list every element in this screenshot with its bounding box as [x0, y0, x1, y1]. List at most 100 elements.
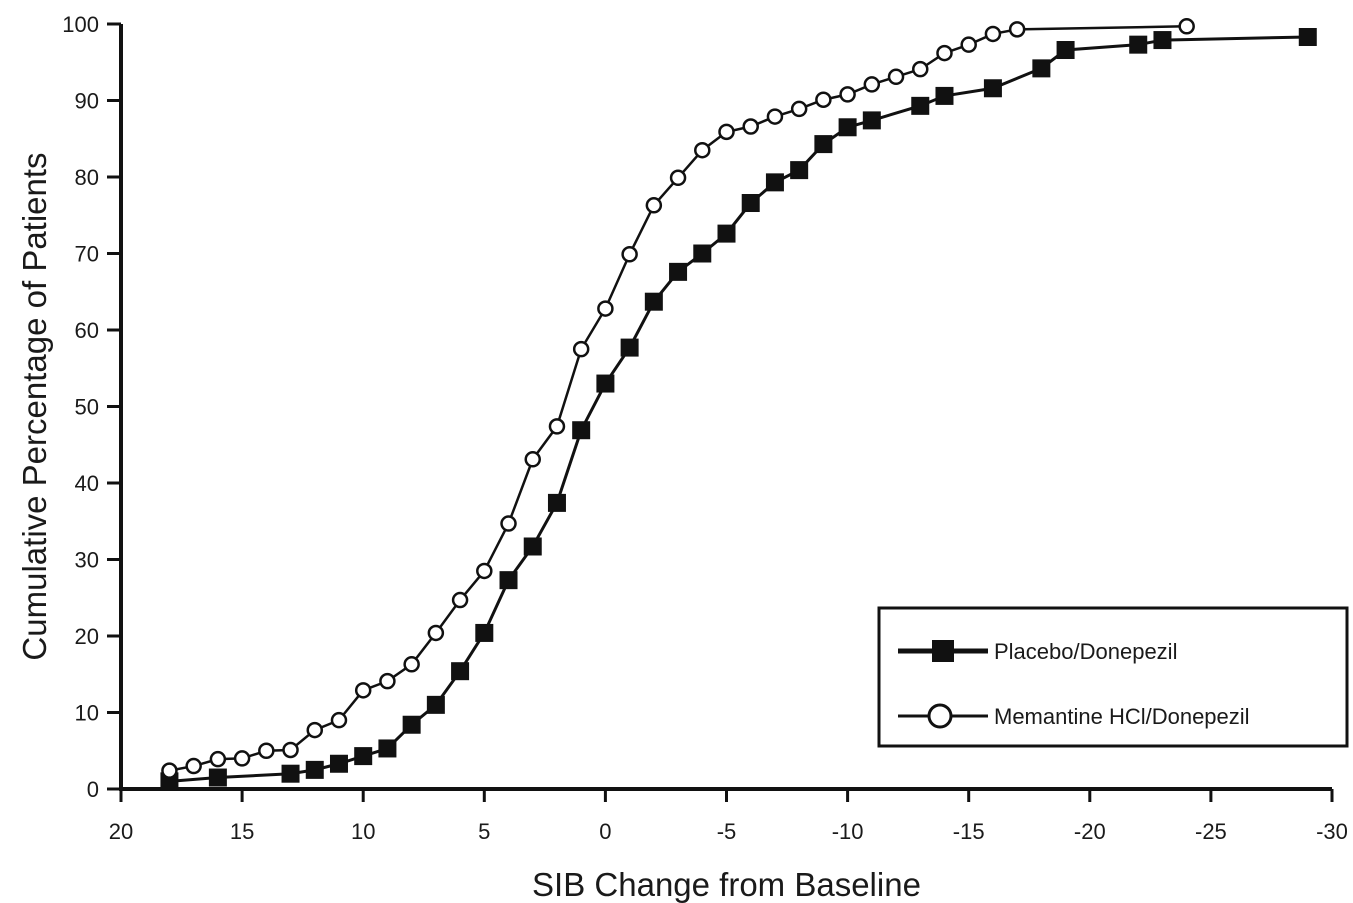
data-point-square: [814, 135, 833, 154]
x-tick-label: 10: [351, 819, 375, 844]
data-point-circle: [960, 36, 977, 53]
data-point-circle: [815, 91, 832, 108]
data-point-square: [475, 623, 494, 642]
data-point-circle: [936, 44, 953, 62]
y-tick-label: 60: [75, 318, 99, 343]
x-tick-label: -30: [1316, 819, 1348, 844]
data-point-circle: [912, 60, 929, 78]
data-point-circle: [524, 451, 541, 468]
data-point-square: [838, 118, 857, 137]
data-point-square: [911, 96, 930, 115]
data-point-circle: [354, 682, 372, 699]
legend-box: [877, 606, 1349, 748]
data-point-square: [741, 194, 760, 213]
data-point-circle: [282, 741, 299, 759]
y-axis-ticks: 0 10 20 30 40 50 60 70 80 90 100: [62, 12, 121, 802]
data-point-circle: [1178, 18, 1195, 35]
data-point-circle: [476, 562, 493, 580]
series-layer: [160, 18, 1317, 791]
y-tick-label: 100: [62, 12, 99, 37]
x-tick-label: 20: [109, 819, 133, 844]
legend-marker-open-circle: [927, 703, 953, 729]
data-point-square: [790, 161, 809, 180]
y-tick-label: 0: [87, 777, 99, 802]
data-point-square: [547, 493, 566, 512]
legend-marker-filled-square: [932, 640, 954, 662]
data-point-square: [329, 754, 348, 773]
series-placebo: [160, 28, 1317, 791]
data-point-circle: [887, 68, 905, 86]
data-point-circle: [839, 86, 856, 103]
y-tick-label: 70: [75, 242, 99, 267]
data-point-circle: [306, 721, 324, 739]
data-point-circle: [984, 25, 1002, 43]
legend-item-memantine: Memantine HCl/Donepezil: [898, 703, 1250, 729]
data-point-circle: [863, 76, 881, 93]
y-tick-label: 50: [75, 395, 99, 420]
data-point-circle: [669, 169, 687, 187]
x-tick-label: 0: [599, 819, 611, 844]
data-point-square: [765, 173, 784, 192]
data-point-square: [717, 224, 736, 243]
x-tick-label: 5: [478, 819, 490, 844]
data-point-square: [523, 537, 542, 556]
data-point-square: [451, 662, 470, 681]
data-point-circle: [645, 197, 663, 214]
data-point-square: [426, 695, 445, 714]
data-point-circle: [597, 300, 614, 317]
data-point-square: [1298, 28, 1317, 47]
data-point-circle: [209, 750, 227, 768]
data-point-circle: [379, 672, 396, 690]
data-point-square: [1032, 59, 1051, 78]
x-axis-title: SIB Change from Baseline: [532, 866, 921, 903]
data-point-square: [281, 764, 300, 783]
data-point-square: [669, 262, 688, 281]
data-point-circle: [500, 515, 517, 532]
data-point-circle: [621, 246, 638, 263]
series-memantine: [161, 18, 1195, 779]
data-point-circle: [742, 118, 759, 135]
data-point-square: [402, 715, 421, 734]
data-point-circle: [766, 108, 784, 125]
data-point-square: [693, 244, 712, 263]
legend: Placebo/Donepezil Memantine HCl/Donepezi…: [877, 606, 1349, 748]
x-tick-label: -10: [832, 819, 864, 844]
data-point-square: [1056, 41, 1075, 60]
data-point-circle: [1008, 21, 1026, 38]
data-point-circle: [161, 762, 178, 779]
x-tick-label: 15: [230, 819, 254, 844]
data-point-square: [644, 292, 663, 311]
x-axis-ticks: 20 15 10 5 0 -5 -10 -15 -20 -25 -30: [109, 789, 1348, 844]
data-point-circle: [233, 750, 251, 767]
data-point-square: [596, 374, 615, 393]
data-point-circle: [185, 757, 202, 775]
y-tick-label: 30: [75, 548, 99, 573]
y-tick-label: 40: [75, 471, 99, 496]
data-point-circle: [451, 591, 469, 609]
data-point-circle: [330, 711, 348, 729]
data-point-circle: [694, 141, 711, 159]
legend-label-memantine: Memantine HCl/Donepezil: [994, 704, 1250, 729]
data-point-square: [499, 571, 518, 590]
data-point-square: [354, 747, 373, 766]
x-tick-label: -25: [1195, 819, 1227, 844]
data-point-circle: [258, 742, 275, 759]
data-point-circle: [718, 123, 735, 141]
data-point-square: [862, 111, 881, 130]
legend-item-placebo: Placebo/Donepezil: [898, 639, 1177, 664]
data-point-square: [1153, 31, 1172, 50]
data-point-square: [983, 79, 1002, 98]
data-point-circle: [790, 100, 808, 118]
data-point-square: [935, 86, 954, 105]
legend-label-placebo: Placebo/Donepezil: [994, 639, 1177, 664]
y-tick-label: 10: [75, 701, 99, 726]
data-point-square: [620, 338, 639, 357]
data-point-square: [1129, 35, 1148, 54]
data-point-square: [378, 739, 397, 758]
data-point-circle: [403, 656, 420, 673]
data-point-square: [572, 421, 591, 440]
x-tick-label: -5: [717, 819, 737, 844]
data-point-square: [305, 760, 324, 779]
data-point-square: [208, 768, 227, 787]
y-tick-label: 80: [75, 165, 99, 190]
